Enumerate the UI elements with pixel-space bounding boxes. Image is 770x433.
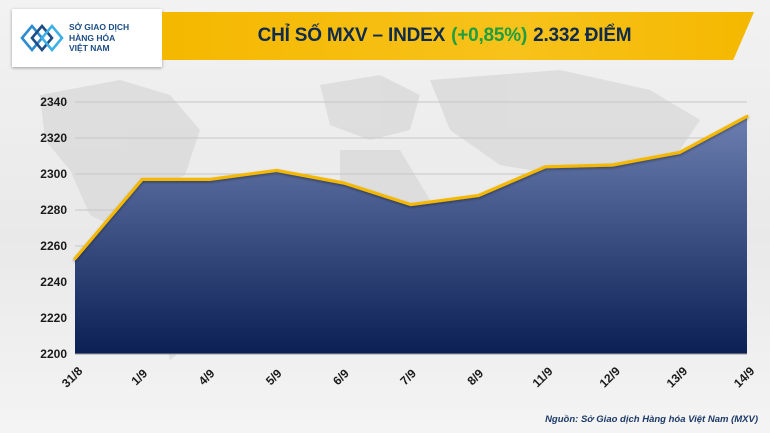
x-tick-label: 31/8 [59, 364, 86, 391]
x-tick-label: 11/9 [530, 364, 556, 390]
title-banner [162, 12, 754, 60]
x-tick-label: 1/9 [129, 366, 151, 388]
y-tick-label: 2320 [40, 131, 67, 145]
x-tick-label: 4/9 [196, 366, 218, 388]
source-note: Nguồn: Sở Giao dịch Hàng hóa Việt Nam (M… [545, 414, 758, 425]
x-tick-label: 14/9 [731, 364, 758, 391]
area-layer [73, 114, 749, 355]
y-tick-label: 2200 [40, 347, 67, 361]
x-axis: 31/8 1/9 4/9 5/9 6/9 7/9 8/9 11/9 12/9 13/9 14/9 [59, 364, 758, 391]
title-prefix: CHỈ SỐ MXV – INDEX [257, 25, 446, 46]
area-fill [75, 116, 747, 355]
x-tick-label: 5/9 [263, 366, 285, 388]
logo-line-3: VIỆT NAM [69, 43, 110, 53]
y-tick-label: 2260 [40, 239, 67, 253]
title-change: (+0,85%) [451, 25, 528, 46]
x-tick-label: 6/9 [330, 366, 352, 388]
logo-text: SỞ GIAO DỊCH HÀNG HÓA VIỆT NAM [69, 22, 161, 54]
x-tick-label: 8/9 [465, 366, 487, 388]
x-tick-label: 7/9 [397, 366, 419, 388]
y-axis: 2200 2220 2240 2260 2280 2300 2320 2340 [40, 95, 67, 361]
x-tick-label: 13/9 [664, 364, 691, 391]
mxv-logo: SỞ GIAO DỊCH HÀNG HÓA VIỆT NAM [12, 9, 162, 67]
logo-line-2: HÀNG HÓA [69, 32, 116, 43]
y-tick-label: 2340 [40, 95, 67, 109]
title-suffix: 2.332 ĐIỂM [533, 25, 632, 46]
y-tick-label: 2300 [40, 167, 67, 181]
chart-title: CHỈ SỐ MXV – INDEX (+0,85%) 2.332 ĐIỂM [162, 12, 727, 60]
header: SỞ GIAO DỊCH HÀNG HÓA VIỆT NAM CHỈ SỐ MX… [0, 0, 770, 70]
y-tick-label: 2240 [40, 275, 67, 289]
y-tick-label: 2280 [40, 203, 67, 217]
mxv-logo-icon [20, 23, 64, 53]
y-tick-label: 2220 [40, 311, 67, 325]
logo-line-1: SỞ GIAO DỊCH [69, 22, 130, 32]
x-tick-label: 12/9 [597, 364, 624, 391]
